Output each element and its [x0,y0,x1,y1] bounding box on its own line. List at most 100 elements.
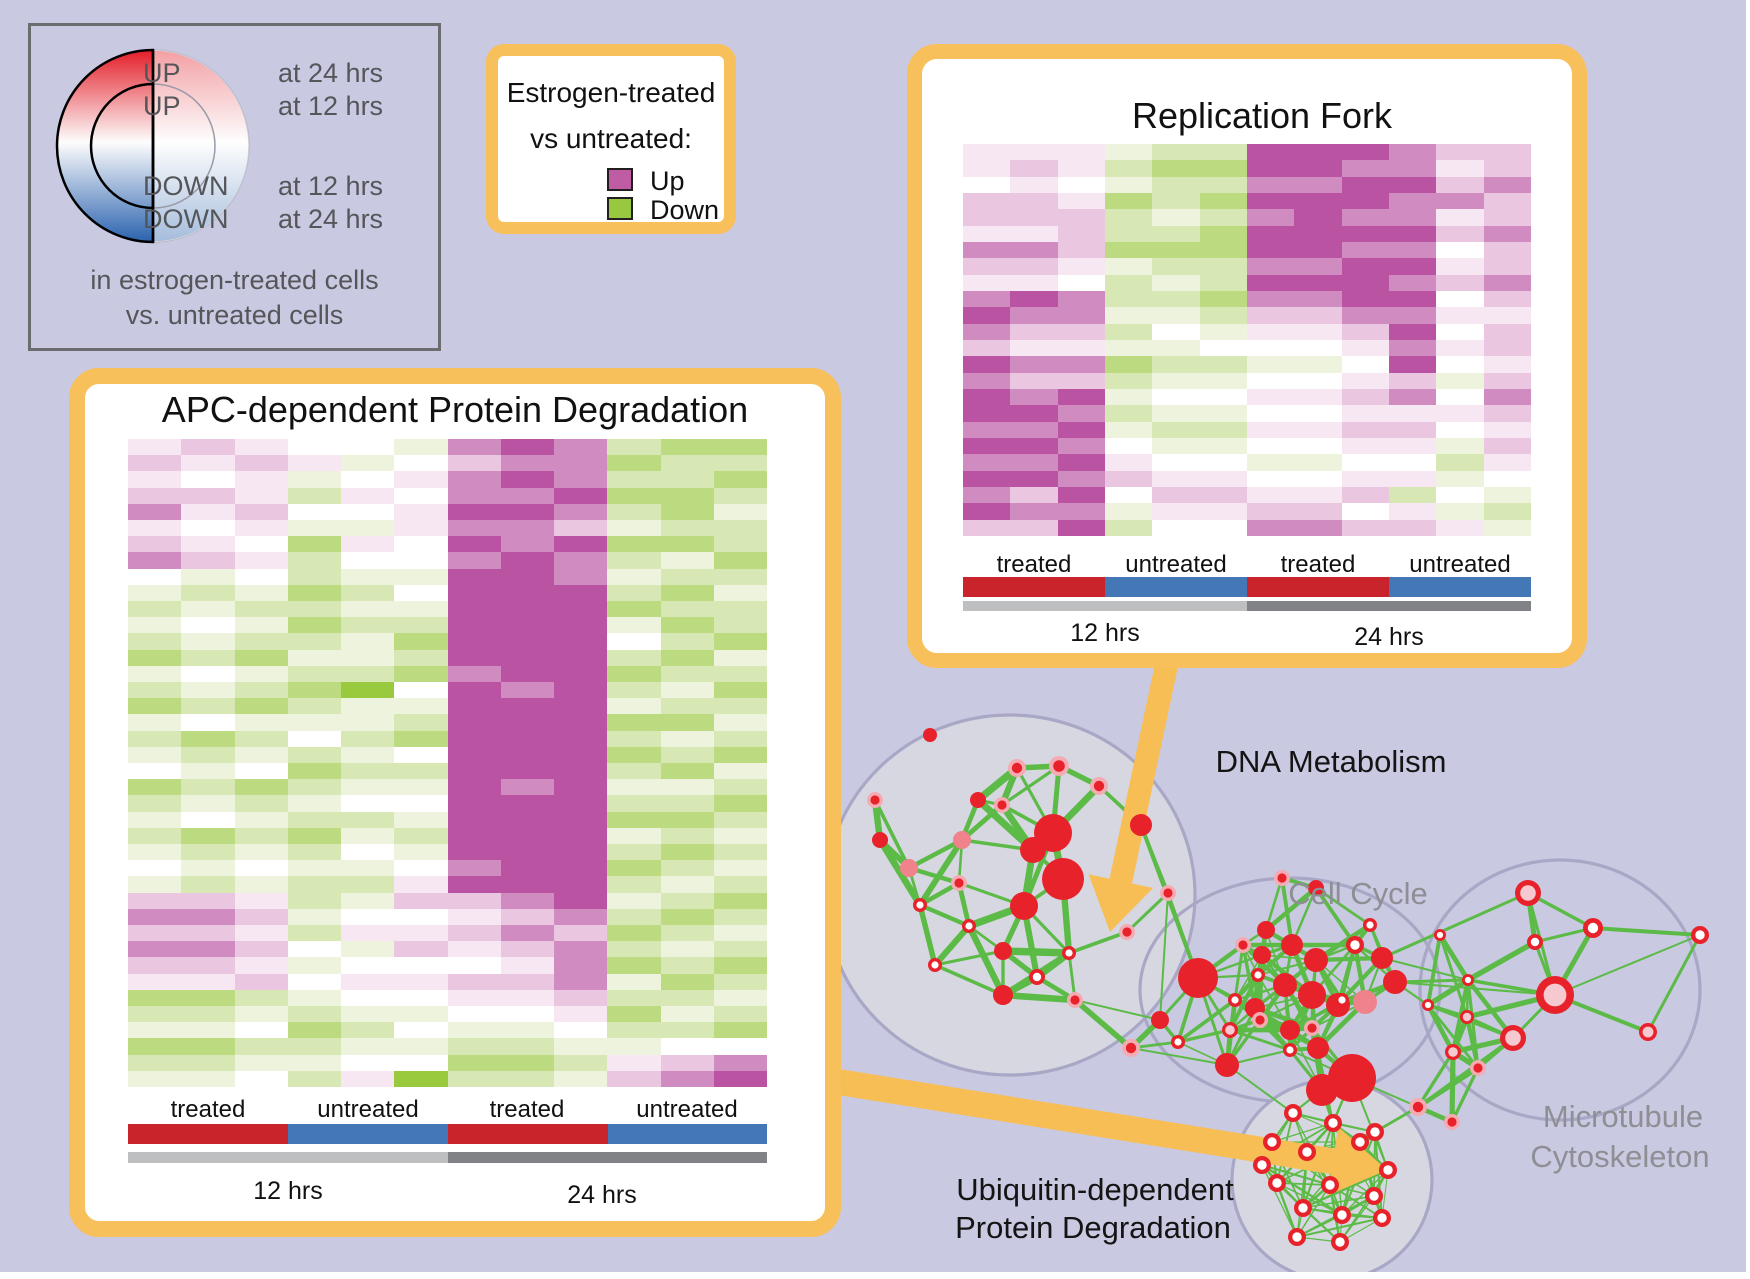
heatmap-cell [554,876,608,893]
heatmap-cell [234,892,288,909]
heatmap-cell [1057,274,1105,291]
network-edge [1466,939,1537,983]
heatmap-cell [1010,389,1058,406]
heatmap-cell [1246,438,1295,455]
heatmap-cell [713,682,767,699]
heatmap-cell [394,1006,448,1023]
heatmap-cell [660,471,714,488]
heatmap-cell [181,827,235,844]
heatmap-cell [1199,340,1247,357]
network-edge [1296,1184,1331,1238]
heatmap-cell [287,682,341,699]
heatmap-cell [1104,405,1153,422]
network-node-center [1436,931,1444,939]
heatmap-cell [500,730,554,747]
heatmap-cell [1010,487,1058,504]
heatmap-cell [447,763,501,780]
heatmap-cell [1104,421,1153,438]
heatmap-cell [234,633,288,650]
heatmap-cell [287,763,341,780]
heatmap-cell [1294,242,1342,259]
heatmap-cell [554,584,608,601]
network-node-center [1473,1063,1483,1073]
heatmap-cell [554,973,608,990]
network-node-center [1369,1191,1379,1201]
heatmap-cell [713,860,767,877]
heatmap-cell [660,730,714,747]
network-node-center [1337,1210,1347,1220]
heatmap-cell [713,439,767,456]
heatmap-cell [1483,389,1531,406]
heatmap-cell [660,860,714,877]
replication-fork-panel: Replication Fork treated untreated treat… [907,44,1587,668]
heatmap-cell [713,925,767,942]
heatmap-cell [1436,372,1484,389]
heatmap-cell [554,892,608,909]
network-node-center [1231,996,1239,1004]
heatmap-cell [963,421,1011,438]
heatmap-cell [554,811,608,828]
network-edge [1261,1164,1343,1216]
network-node-center [1032,972,1042,982]
heatmap-cell [447,892,501,909]
heatmap-cell [447,439,501,456]
network-node [1328,1054,1376,1102]
heatmap-cell [1057,258,1105,275]
heatmap-cell [554,487,608,504]
heatmap-cell [394,487,448,504]
heatmap-cell [181,520,235,537]
heatmap-cell [500,892,554,909]
network-edge [1280,877,1294,946]
heatmap-cell [394,908,448,925]
heatmap-cell [500,1038,554,1055]
heatmap-cell [713,714,767,731]
network-edge [1416,1051,1455,1108]
heatmap-cell [447,1022,501,1039]
heatmap-cell [660,584,714,601]
heatmap-cell [713,584,767,601]
heatmap-cell [1199,258,1247,275]
connector-arrow [1088,655,1180,932]
heatmap-cell [447,827,501,844]
heatmap-cell [660,892,714,909]
heatmap-cell [660,503,714,520]
heatmap-cell [1294,258,1342,275]
heatmap-cell [1246,340,1295,357]
rf-group-label-4: untreated [1409,551,1511,578]
heatmap-cell [447,601,501,618]
heatmap-cell [287,584,341,601]
heatmap-cell [234,876,288,893]
cluster-label: Ubiquitin-dependent [956,1172,1234,1207]
heatmap-cell [660,1006,714,1023]
heatmap-cell [234,698,288,715]
network-edge [1302,1195,1375,1209]
heatmap-cell [554,1038,608,1055]
heatmap-cell [1294,307,1342,324]
rf-group-label-1: treated [996,551,1072,578]
heatmap-cell [394,536,448,553]
heatmap-cell [234,795,288,812]
heatmap-cell [607,568,661,585]
heatmap-cell [181,633,235,650]
heatmap-cell [1341,405,1389,422]
heatmap-cell [554,763,608,780]
heatmap-cell [1246,193,1295,210]
heatmap-cell [1104,291,1153,308]
heatmap-cell [1199,519,1247,536]
heatmap-cell [1341,160,1389,177]
heatmap-cell [1246,503,1295,520]
network-node [1383,970,1407,994]
heatmap-cell [713,520,767,537]
heatmap-cell [128,763,182,780]
heatmap-cell [1294,454,1342,471]
heatmap-cell [234,714,288,731]
heatmap-cell [1388,503,1437,520]
heatmap-cell [394,649,448,666]
heatmap-cell [1388,307,1437,324]
heatmap-cell [1246,291,1295,308]
replication-fork-title: Replication Fork [1131,95,1393,136]
heatmap-cell [713,763,767,780]
heatmap-cell [963,258,1011,275]
heatmap-cell [181,746,235,763]
